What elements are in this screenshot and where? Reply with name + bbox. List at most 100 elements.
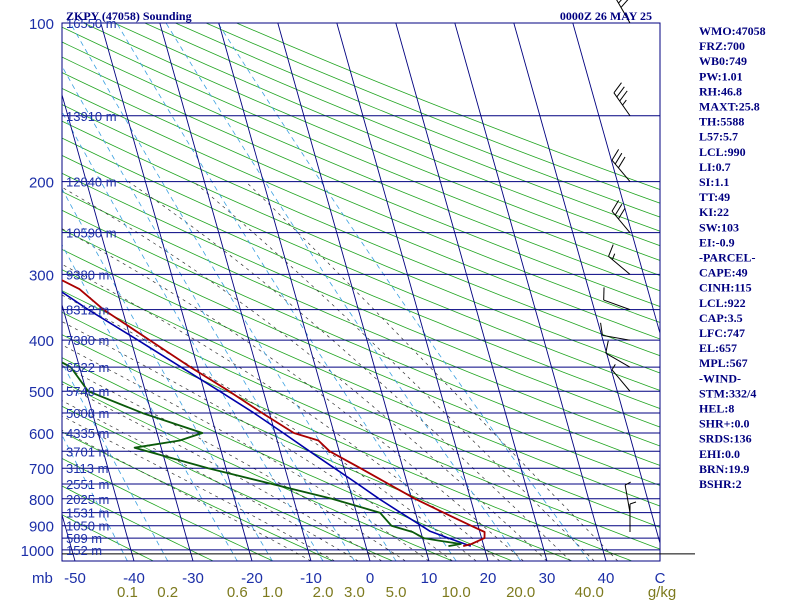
dry-adiabat-line (62, 357, 513, 561)
index-item: SRDS:136 (699, 432, 752, 446)
height-label: 6522 m (66, 360, 109, 375)
isotherm-line (336, 23, 489, 561)
isotherm-line (572, 23, 660, 335)
dry-adiabat-line (62, 26, 660, 276)
moist-adiabat-line (62, 400, 359, 561)
height-label: 4335 m (66, 426, 109, 441)
dewpoint-trace-line (62, 361, 462, 547)
isotherm-line (277, 23, 430, 561)
mixing-ratio-line (62, 188, 273, 561)
mixing-ratio-tick-label: 0.2 (157, 584, 178, 600)
mixing-ratio-tick-label: 5.0 (386, 584, 407, 600)
index-item: MPL:567 (699, 356, 748, 370)
temperature-tick-label: -50 (64, 570, 86, 587)
dry-adiabat-line (62, 248, 660, 507)
dry-adiabat-line (62, 87, 660, 340)
index-item: BSHR:2 (699, 477, 742, 491)
moist-adiabat-line (62, 263, 501, 561)
height-label: 7380 m (66, 333, 109, 348)
height-label: 13910 m (66, 109, 117, 124)
dry-adiabat-line (114, 23, 660, 247)
index-item: WMO:47058 (699, 24, 766, 38)
temperature-trace-line (62, 279, 486, 547)
isotherm-line (62, 303, 135, 561)
height-label: 12040 m (66, 175, 117, 190)
index-item: -PARCEL- (699, 251, 755, 265)
index-item: MAXT:25.8 (699, 100, 760, 114)
index-item: HEL:8 (699, 402, 734, 416)
dry-adiabat-line (62, 72, 660, 323)
mixing-ratio-tick-label: 0.6 (227, 584, 248, 600)
index-item: FRZ:700 (699, 39, 745, 53)
temperature-tick-label: 10 (421, 570, 438, 587)
dry-adiabat-line (62, 514, 154, 561)
dry-adiabat-line (62, 457, 274, 561)
dry-adiabat-line (62, 120, 660, 374)
moist-adiabat-line (193, 181, 595, 561)
moist-adiabat-line (62, 344, 430, 561)
dry-adiabat-line (62, 311, 633, 561)
dry-adiabat-line (62, 209, 660, 466)
chart-time: 0000Z 26 MAY 25 (560, 9, 652, 23)
mixing-ratio-line (217, 23, 590, 561)
isotherm-line (218, 23, 371, 561)
index-item: LCL:990 (699, 145, 746, 159)
wind-barb (611, 200, 631, 233)
isotherm-line (100, 23, 253, 561)
wind-barb (603, 287, 631, 311)
temperature-tick-label: -40 (123, 570, 145, 587)
temperature-tick-label: 0 (366, 570, 374, 587)
wind-barb (616, 0, 631, 24)
height-label: 2551 m (66, 477, 109, 492)
chart-title: ZKPY (47058) Sounding (66, 9, 192, 23)
pressure-tick-label: 600 (29, 426, 54, 443)
height-label: 10590 m (66, 226, 117, 241)
moist-adiabat-line (62, 365, 406, 561)
dry-adiabat-line (62, 485, 214, 561)
wind-barb (629, 501, 637, 532)
mixing-ratio-line (116, 23, 457, 561)
isobar-layer (61, 22, 695, 562)
mixing-ratio-line (62, 111, 324, 561)
dry-adiabat-line (83, 23, 660, 261)
index-item: LI:0.7 (699, 160, 731, 174)
pressure-tick-label: 700 (29, 461, 54, 478)
dry-adiabat-line (62, 191, 660, 447)
mixing-ratio-unit-label: g/kg (648, 584, 676, 600)
isotherm-line (513, 23, 660, 545)
height-label: 8312 m (66, 303, 109, 318)
mixing-ratio-line (165, 23, 522, 561)
dry-adiabat-line (62, 290, 660, 550)
dry-adiabat-line (62, 137, 660, 391)
temperature-tick-label: -10 (300, 570, 322, 587)
height-label: 1050 m (66, 519, 109, 534)
temperature-tick-label: -30 (182, 570, 204, 587)
temperature-tick-label: -20 (241, 570, 263, 587)
mixing-ratio-tick-label: 3.0 (344, 584, 365, 600)
dry-adiabat-line (62, 381, 453, 561)
mixing-ratio-tick-label: 1.0 (262, 584, 283, 600)
index-item: SW:103 (699, 220, 739, 234)
index-item: BRN:19.9 (699, 462, 749, 476)
index-item: SI:1.1 (699, 175, 729, 189)
wind-barb-layer (600, 0, 637, 532)
index-item: PW:1.01 (699, 69, 743, 83)
wind-barb (608, 244, 631, 275)
mixing-ratio-tick-label: 2.0 (313, 584, 334, 600)
wind-barb (605, 340, 631, 368)
wind-barb (624, 481, 631, 513)
height-label: 2025 m (66, 492, 109, 507)
mixing-ratio-line (69, 23, 397, 561)
height-label: 589 m (66, 531, 102, 546)
dry-adiabat-line (62, 172, 660, 428)
moist-adiabat-line (245, 181, 619, 561)
index-item: SHR+:0.0 (699, 417, 750, 431)
dry-adiabat-line (62, 229, 660, 486)
mixing-ratio-line (62, 361, 169, 561)
height-label: 16550 m (66, 16, 117, 31)
dry-adiabat-line (62, 104, 660, 357)
temperature-unit-label: C (655, 570, 666, 587)
index-item: LCL:922 (699, 296, 746, 310)
dry-adiabat-line (62, 269, 660, 528)
